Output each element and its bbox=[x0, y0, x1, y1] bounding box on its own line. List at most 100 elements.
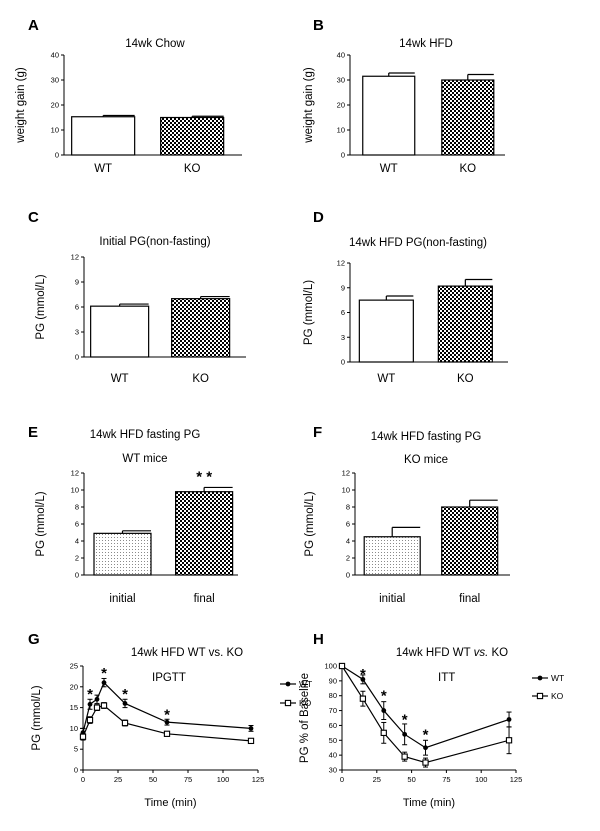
y-tick-label: 20 bbox=[51, 101, 59, 110]
panel-h-letter: H bbox=[313, 631, 324, 648]
y-tick-label: 0 bbox=[341, 151, 345, 160]
y-tick-label: 12 bbox=[342, 469, 350, 478]
panel-h-title-italic: vs. bbox=[474, 647, 489, 659]
data-point-wt bbox=[101, 680, 107, 686]
category-label: final bbox=[459, 593, 480, 605]
y-tick-label: 0 bbox=[55, 151, 59, 160]
panel-g: G 14wk HFD WT vs. KO 0 5 10 15 20 25 PG (mmol/… bbox=[28, 631, 312, 809]
panel-d-title: 14wk HFD PG(non-fasting) bbox=[349, 237, 487, 249]
y-tick-label: 9 bbox=[75, 278, 79, 287]
y-tick-label: 0 bbox=[75, 571, 79, 580]
data-point-ko bbox=[247, 737, 255, 745]
series-line-wt bbox=[341, 665, 510, 749]
category-label: KO bbox=[184, 163, 201, 175]
data-point-ko bbox=[100, 702, 108, 709]
y-tick-label: 0 bbox=[74, 766, 78, 775]
bar-wt bbox=[358, 299, 414, 363]
legend-marker bbox=[536, 692, 544, 700]
y-tick-label: 0 bbox=[75, 353, 79, 362]
y-tick-label: 20 bbox=[337, 101, 345, 110]
bar-ko bbox=[171, 298, 231, 358]
panel-h: H 14wk HFD WT vs. KO 30 40 50 60 70 80 90 100 PG… bbox=[299, 631, 564, 809]
category-label: WT bbox=[111, 373, 129, 385]
y-tick-label: 8 bbox=[75, 503, 79, 512]
panel-c-plot: 0 3 6 9 12 PG (mmol/L) WT KO bbox=[35, 253, 246, 385]
bar-initial bbox=[93, 532, 152, 576]
category-label: WT bbox=[380, 163, 398, 175]
panel-d-plot: 0 3 6 9 12 PG (mmol/L) WT KO bbox=[303, 259, 508, 385]
panel-h-title: 14wk HFD WT vs. KO bbox=[396, 647, 508, 659]
data-point-ko bbox=[338, 662, 346, 670]
y-tick-label: 6 bbox=[75, 520, 79, 529]
panel-c-title: Initial PG(non-fasting) bbox=[99, 236, 210, 248]
significance-mark: * bbox=[87, 686, 93, 703]
y-tick-label: 20 bbox=[70, 682, 78, 691]
y-tick-label: 12 bbox=[71, 469, 79, 478]
category-label: KO bbox=[459, 163, 476, 175]
y-axis-label: PG % of Baseline bbox=[299, 673, 311, 763]
panel-b-letter: B bbox=[313, 17, 324, 34]
panel-a-title: 14wk Chow bbox=[125, 38, 185, 50]
y-tick-label: 25 bbox=[70, 662, 78, 671]
x-tick-label: 50 bbox=[407, 775, 415, 784]
panel-g-title: 14wk HFD WT vs. KO bbox=[131, 647, 243, 659]
significance-mark: * * bbox=[196, 468, 212, 485]
y-axis-label: PG (mmol/L) bbox=[35, 274, 47, 339]
panel-f: F 14wk HFD fasting PG KO mice 0 2 4 6 8 10 12 P… bbox=[304, 424, 510, 605]
data-point-ko bbox=[422, 759, 429, 766]
y-tick-label: 10 bbox=[71, 486, 79, 495]
panel-a: A 14wk Chow 0 10 20 30 40 weight gain (g) WT KO bbox=[15, 17, 242, 175]
y-axis-label: weight gain (g) bbox=[15, 67, 27, 144]
legend-marker bbox=[284, 699, 292, 707]
significance-mark: * bbox=[101, 665, 107, 682]
x-tick-label: 25 bbox=[373, 775, 381, 784]
y-tick-label: 30 bbox=[337, 76, 345, 85]
panel-f-subtitle: KO mice bbox=[404, 454, 448, 466]
panel-f-plot: 0 2 4 6 8 10 12 PG (mmol/L) initial final bbox=[304, 469, 510, 605]
category-label: final bbox=[194, 593, 215, 605]
significance-mark: * bbox=[360, 666, 366, 683]
panel-h-title-part2: KO bbox=[488, 647, 508, 659]
panel-b-plot: 0 10 20 30 40 weight gain (g) WT KO bbox=[303, 51, 505, 175]
bar-ko bbox=[160, 116, 225, 156]
data-point-wt bbox=[122, 701, 128, 706]
significance-mark: * bbox=[164, 707, 170, 724]
x-tick-label: 125 bbox=[252, 775, 265, 784]
y-tick-label: 80 bbox=[329, 691, 337, 700]
data-point-wt bbox=[360, 676, 366, 682]
bar-wt bbox=[71, 116, 136, 156]
y-tick-label: 3 bbox=[341, 333, 345, 342]
data-point-ko bbox=[163, 730, 171, 737]
data-point-wt bbox=[94, 696, 100, 702]
data-point-wt bbox=[87, 701, 93, 707]
panel-e-subtitle: WT mice bbox=[122, 453, 167, 465]
y-tick-label: 40 bbox=[329, 751, 337, 760]
y-tick-label: 0 bbox=[341, 358, 345, 367]
panel-f-title: 14wk HFD fasting PG bbox=[371, 431, 482, 443]
data-point-ko bbox=[401, 753, 408, 760]
y-tick-label: 8 bbox=[346, 503, 350, 512]
category-label: initial bbox=[379, 593, 405, 605]
y-tick-label: 15 bbox=[70, 703, 78, 712]
y-tick-label: 90 bbox=[329, 676, 337, 685]
x-tick-label: 25 bbox=[114, 775, 122, 784]
data-point-ko bbox=[359, 695, 367, 702]
x-tick-label: 75 bbox=[184, 775, 192, 784]
y-tick-label: 0 bbox=[346, 571, 350, 580]
category-label: initial bbox=[109, 593, 135, 605]
x-tick-label: 100 bbox=[475, 775, 488, 784]
plot-inner-label: ITT bbox=[438, 672, 455, 684]
legend-label-ko: KO bbox=[299, 698, 312, 708]
data-point-wt bbox=[402, 731, 408, 737]
significance-mark: * bbox=[423, 726, 429, 743]
significance-mark: * bbox=[122, 686, 128, 703]
y-tick-label: 10 bbox=[70, 724, 78, 733]
x-axis-label: Time (min) bbox=[144, 797, 196, 809]
y-tick-label: 12 bbox=[71, 253, 79, 262]
significance-mark: * bbox=[402, 711, 408, 728]
y-tick-label: 6 bbox=[346, 520, 350, 529]
bar-ko bbox=[441, 79, 495, 156]
y-tick-label: 40 bbox=[51, 51, 59, 60]
series-line-ko bbox=[341, 665, 510, 764]
